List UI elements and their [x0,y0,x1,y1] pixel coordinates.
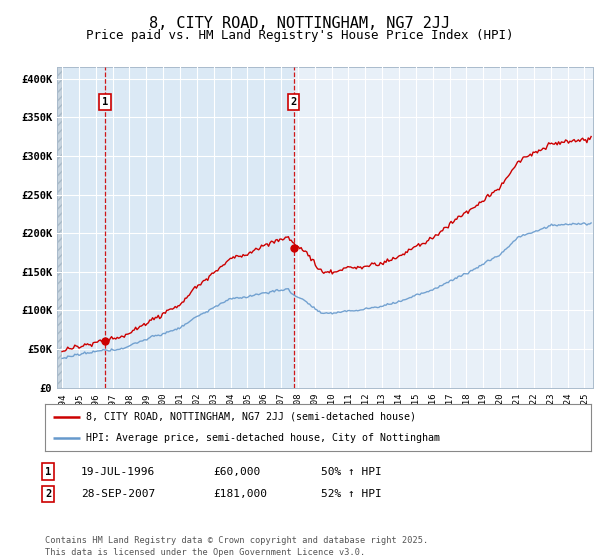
Text: 2: 2 [290,97,296,107]
Bar [62,67,293,388]
Text: Contains HM Land Registry data © Crown copyright and database right 2025.
This d: Contains HM Land Registry data © Crown c… [45,536,428,557]
Text: 19-JUL-1996: 19-JUL-1996 [81,466,155,477]
Text: 1: 1 [102,97,108,107]
Text: 2: 2 [45,489,51,499]
Bar [57,67,62,388]
Text: 28-SEP-2007: 28-SEP-2007 [81,489,155,499]
Text: £60,000: £60,000 [213,466,260,477]
Text: Price paid vs. HM Land Registry's House Price Index (HPI): Price paid vs. HM Land Registry's House … [86,29,514,42]
Text: 1: 1 [45,466,51,477]
Text: 52% ↑ HPI: 52% ↑ HPI [321,489,382,499]
Text: 50% ↑ HPI: 50% ↑ HPI [321,466,382,477]
Text: HPI: Average price, semi-detached house, City of Nottingham: HPI: Average price, semi-detached house,… [86,433,440,444]
Text: 8, CITY ROAD, NOTTINGHAM, NG7 2JJ (semi-detached house): 8, CITY ROAD, NOTTINGHAM, NG7 2JJ (semi-… [86,412,416,422]
Text: £181,000: £181,000 [213,489,267,499]
Text: 8, CITY ROAD, NOTTINGHAM, NG7 2JJ: 8, CITY ROAD, NOTTINGHAM, NG7 2JJ [149,16,451,31]
